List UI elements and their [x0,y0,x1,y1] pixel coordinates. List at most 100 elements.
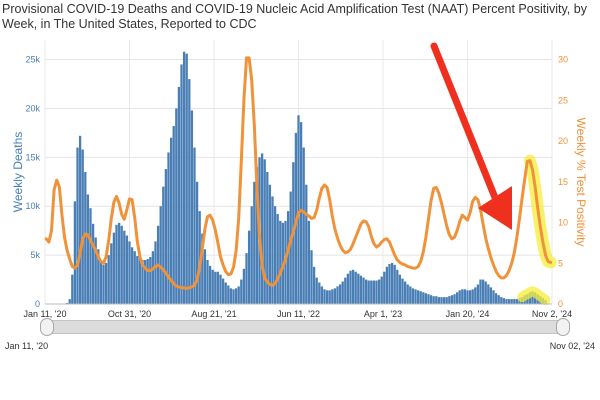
death-bar [182,51,186,304]
death-bar [344,277,347,304]
highlight-deaths-end [517,286,551,306]
death-bar [437,297,441,304]
death-bar [440,297,443,304]
x-tick-label: Jan 11, '20 [23,309,66,319]
x-tick-label: Aug 21, '21 [191,309,236,319]
death-bar [362,277,365,304]
y-left-axis-title: Weekly Deaths [11,132,25,212]
death-bar [151,251,155,304]
death-bar [505,299,508,304]
death-bar [453,294,456,304]
death-bar [185,53,188,304]
death-bar [97,249,100,304]
death-bar [154,241,157,304]
death-bar [331,289,334,304]
y-left-tick-label: 25k [25,55,40,65]
death-bar [143,260,147,304]
death-bar [359,275,363,304]
death-bar [120,225,123,304]
range-slider[interactable] [40,318,570,336]
death-bar [164,169,168,304]
death-bar [117,222,121,304]
range-track[interactable] [40,320,570,334]
death-bar [141,260,144,304]
y-right-tick-label: 15 [558,177,568,187]
death-bar [351,269,355,304]
death-bar [474,287,477,304]
death-bar [357,273,360,304]
death-bar [336,286,339,304]
x-tick-label: Oct 31, '20 [108,309,151,319]
death-bar [286,211,290,304]
range-handle-end[interactable] [556,318,570,336]
death-bar [260,153,264,304]
death-bar [450,295,454,304]
y-left-tick-label: 5k [30,250,40,260]
y-right-tick-label: 30 [558,55,568,65]
death-bar [99,260,103,304]
death-bar [513,299,516,304]
death-bar [492,290,495,304]
death-bar [383,271,386,304]
death-bar [232,289,235,304]
positivity-line [44,56,553,290]
death-bar [110,243,113,304]
death-bar [169,137,173,304]
death-bar [206,260,209,304]
death-bar [162,186,165,304]
death-bar [73,201,77,304]
death-bar [406,284,409,304]
y-right-tick-label: 25 [558,95,568,105]
death-bar [364,279,368,304]
death-bar [476,284,480,304]
death-bar [500,297,503,304]
death-bar [489,287,493,304]
y-right-tick-label: 5 [558,258,563,268]
death-bar [502,298,506,304]
death-bar [136,256,139,304]
death-bar [190,110,194,305]
death-bar [240,279,243,304]
death-bar [271,196,274,304]
death-bar [507,299,511,304]
death-bar [468,290,472,304]
death-bar [130,247,134,304]
death-bar [221,278,225,304]
death-bar [422,292,425,304]
death-bar [177,86,181,304]
death-bar [149,257,152,304]
death-bar [89,208,92,304]
highlight-layer [517,154,557,306]
death-bar [510,299,513,304]
death-bar [123,230,126,304]
death-bar [297,115,300,305]
death-bar [242,268,246,304]
death-bar [299,122,303,304]
death-bar [219,274,222,304]
death-bar [172,126,175,305]
death-bar [372,280,376,304]
death-bar [203,249,207,304]
death-bar [175,108,178,304]
death-bar [466,290,469,304]
death-bar [71,274,74,304]
death-bar [385,266,389,304]
death-bar [159,206,162,304]
y-right-tick-label: 20 [558,136,568,146]
annotation-layer [430,42,512,230]
death-bar [377,279,381,304]
death-bar [375,280,378,304]
death-bar [237,286,240,304]
death-bar [455,292,459,304]
death-bar [201,233,204,304]
death-bar [497,295,500,304]
death-bar [463,289,467,304]
death-bar [325,290,329,304]
death-bar [341,281,344,304]
range-start-label: Jan 11, '20 [5,341,49,351]
death-bar [263,159,266,304]
death-bar [396,269,399,304]
range-handle-start[interactable] [40,318,54,336]
death-bar [167,152,170,304]
